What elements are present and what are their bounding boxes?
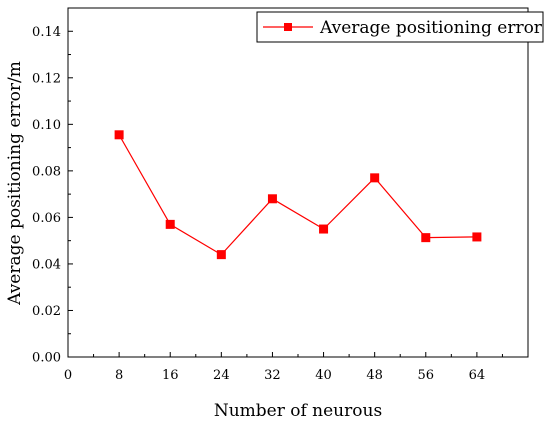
y-tick-label: 0.04 xyxy=(32,257,61,272)
y-tick-label: 0.10 xyxy=(32,118,61,133)
data-point xyxy=(370,173,380,183)
y-tick-label: 0.00 xyxy=(32,351,61,366)
data-point xyxy=(421,233,431,243)
y-tick-label: 0.02 xyxy=(32,304,61,319)
x-tick-label: 48 xyxy=(366,368,383,383)
data-point xyxy=(114,130,124,140)
data-point xyxy=(472,232,482,242)
legend: Average positioning error xyxy=(256,11,544,43)
x-tick-label: 8 xyxy=(115,368,123,383)
chart-ticks: 0 8 16 24 32 40 48 56 64 0.00 0.02 0.04 0.06 0.08 0.10… xyxy=(32,25,503,383)
x-tick-label: 32 xyxy=(264,368,281,383)
y-axis-title: Average positioning error/m xyxy=(5,61,25,306)
x-axis-title: Number of neurous xyxy=(214,401,382,421)
y-tick-label: 0.08 xyxy=(32,164,61,179)
x-tick-label: 64 xyxy=(469,368,486,383)
y-tick-label: 0.12 xyxy=(32,71,61,86)
data-point xyxy=(165,219,175,229)
chart-series xyxy=(114,130,482,260)
y-tick-label: 0.06 xyxy=(32,211,61,226)
plot-frame xyxy=(67,7,529,358)
series-line-0 xyxy=(118,134,477,256)
y-tick-label: 0.14 xyxy=(32,25,61,40)
x-tick-label: 24 xyxy=(213,368,230,383)
legend-marker xyxy=(284,23,292,31)
x-tick-label: 56 xyxy=(418,368,435,383)
x-tick-label: 0 xyxy=(64,368,72,383)
data-point xyxy=(216,250,226,260)
data-point xyxy=(267,194,277,204)
chart-axes xyxy=(67,7,529,358)
x-tick-label: 16 xyxy=(162,368,179,383)
x-tick-label: 40 xyxy=(315,368,332,383)
data-point xyxy=(319,224,329,234)
legend-label: Average positioning error xyxy=(319,18,543,38)
